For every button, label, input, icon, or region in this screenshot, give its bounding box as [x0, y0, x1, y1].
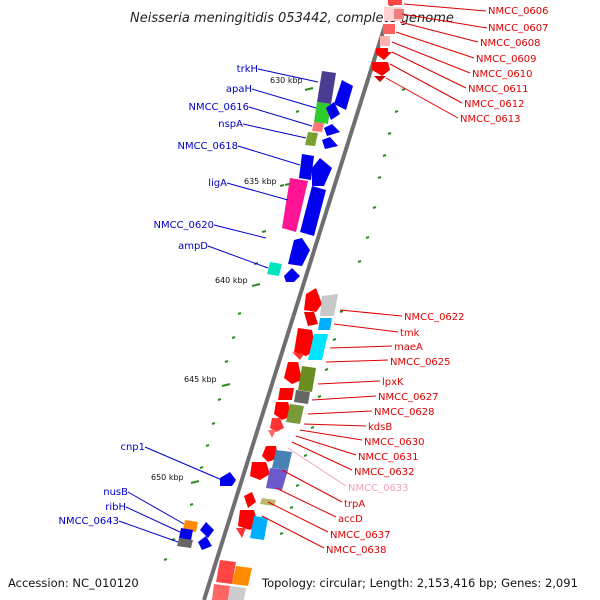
gene-NMCC_0622 [304, 288, 322, 312]
gene-NMCC_0637 [250, 516, 268, 540]
label-trkH: trkH [237, 64, 258, 75]
kbp-label-650: 650 kbp [151, 473, 184, 482]
label-ampD: ampD [178, 241, 208, 252]
right-gene-labels: NMCC_0606 NMCC_0607 NMCC_0608 NMCC_0609 … [261, 3, 549, 556]
label-nspA: nspA [218, 119, 243, 130]
genome-backbone [202, 0, 395, 600]
gene-NMCC_0631 [272, 450, 292, 470]
gene-ampD [267, 262, 282, 276]
left-strand-features [177, 71, 353, 550]
label-NMCC_0638: NMCC_0638 [326, 545, 387, 556]
label-lpxK: lpxK [382, 377, 404, 388]
label-NMCC_0627: NMCC_0627 [378, 392, 439, 403]
gene-NMCC_0630 [262, 446, 278, 462]
map-title: Neisseria meningitidis 053442, complete … [130, 11, 454, 26]
label-NMCC_0608: NMCC_0608 [480, 38, 541, 49]
label-NMCC_0611: NMCC_0611 [468, 84, 529, 95]
label-tmk: tmk [400, 328, 420, 339]
label-NMCC_0633: NMCC_0633 [348, 483, 409, 494]
label-NMCC_0616: NMCC_0616 [188, 102, 249, 113]
gene-ligA [282, 178, 308, 232]
footer-backdrop-left [4, 572, 150, 592]
label-trpA: trpA [344, 499, 365, 510]
label-cnp1: cnp1 [120, 442, 145, 453]
gene-NMCC_0618 [299, 154, 314, 180]
label-nusB: nusB [103, 487, 128, 498]
footer-backdrop-right [258, 572, 598, 592]
gene-NMCC_0625 [284, 362, 302, 384]
label-accD: accD [338, 514, 363, 525]
gene-tmk [318, 318, 332, 330]
kbp-label-635: 635 kbp [244, 177, 277, 186]
label-NMCC_0620: NMCC_0620 [153, 220, 214, 231]
gene-NMCC_0616 [305, 132, 318, 146]
right-strand-features [212, 288, 338, 600]
label-NMCC_0631: NMCC_0631 [358, 452, 419, 463]
label-NMCC_0606: NMCC_0606 [488, 6, 549, 17]
label-NMCC_0618: NMCC_0618 [177, 141, 238, 152]
gene-trkH [317, 71, 336, 104]
gene-ribH [179, 528, 193, 540]
label-NMCC_0637: NMCC_0637 [330, 530, 391, 541]
label-NMCC_0628: NMCC_0628 [374, 407, 435, 418]
gene-kdsB [286, 404, 304, 424]
label-apaH: apaH [226, 84, 252, 95]
gene-lpxK [298, 366, 316, 392]
gene-cnp1 [220, 472, 236, 486]
label-NMCC_0607: NMCC_0607 [488, 23, 549, 34]
label-NMCC_0632: NMCC_0632 [354, 467, 415, 478]
label-NMCC_0622: NMCC_0622 [404, 312, 465, 323]
label-ligA: ligA [208, 178, 227, 189]
label-ribH: ribH [105, 502, 126, 513]
gene-maeA [294, 328, 316, 356]
gene-NMCC_0627 [294, 390, 310, 404]
label-NMCC_0609: NMCC_0609 [476, 54, 537, 65]
footer-accession: Accession: NC_010120 [8, 576, 139, 590]
kbp-label-645: 645 kbp [184, 375, 217, 384]
top-features [372, 0, 404, 82]
gene-nspA [312, 122, 324, 132]
kbp-ticks [190, 87, 314, 484]
gene-NMCC_0633 [266, 468, 288, 490]
gene-NMCC_0643 [177, 538, 193, 548]
label-maeA: maeA [394, 342, 423, 353]
label-NMCC_0643: NMCC_0643 [58, 516, 119, 527]
gene-NMCC_0632 [250, 462, 270, 480]
label-NMCC_0630: NMCC_0630 [364, 437, 425, 448]
label-NMCC_0612: NMCC_0612 [464, 99, 525, 110]
kbp-label-640: 640 kbp [215, 276, 248, 285]
label-NMCC_0610: NMCC_0610 [472, 69, 533, 80]
label-NMCC_0625: NMCC_0625 [390, 357, 451, 368]
kbp-label-630: 630 kbp [270, 76, 303, 85]
label-kdsB: kdsB [368, 422, 392, 433]
label-NMCC_0613: NMCC_0613 [460, 114, 521, 125]
left-gene-labels: trkH apaH NMCC_0616 nspA NMCC_0618 ligA … [58, 64, 319, 543]
gene-NMCC_0638 [236, 528, 246, 538]
footer-summary: Topology: circular; Length: 2,153,416 bp… [261, 576, 578, 590]
gene-NMCC_0620 [288, 238, 310, 266]
